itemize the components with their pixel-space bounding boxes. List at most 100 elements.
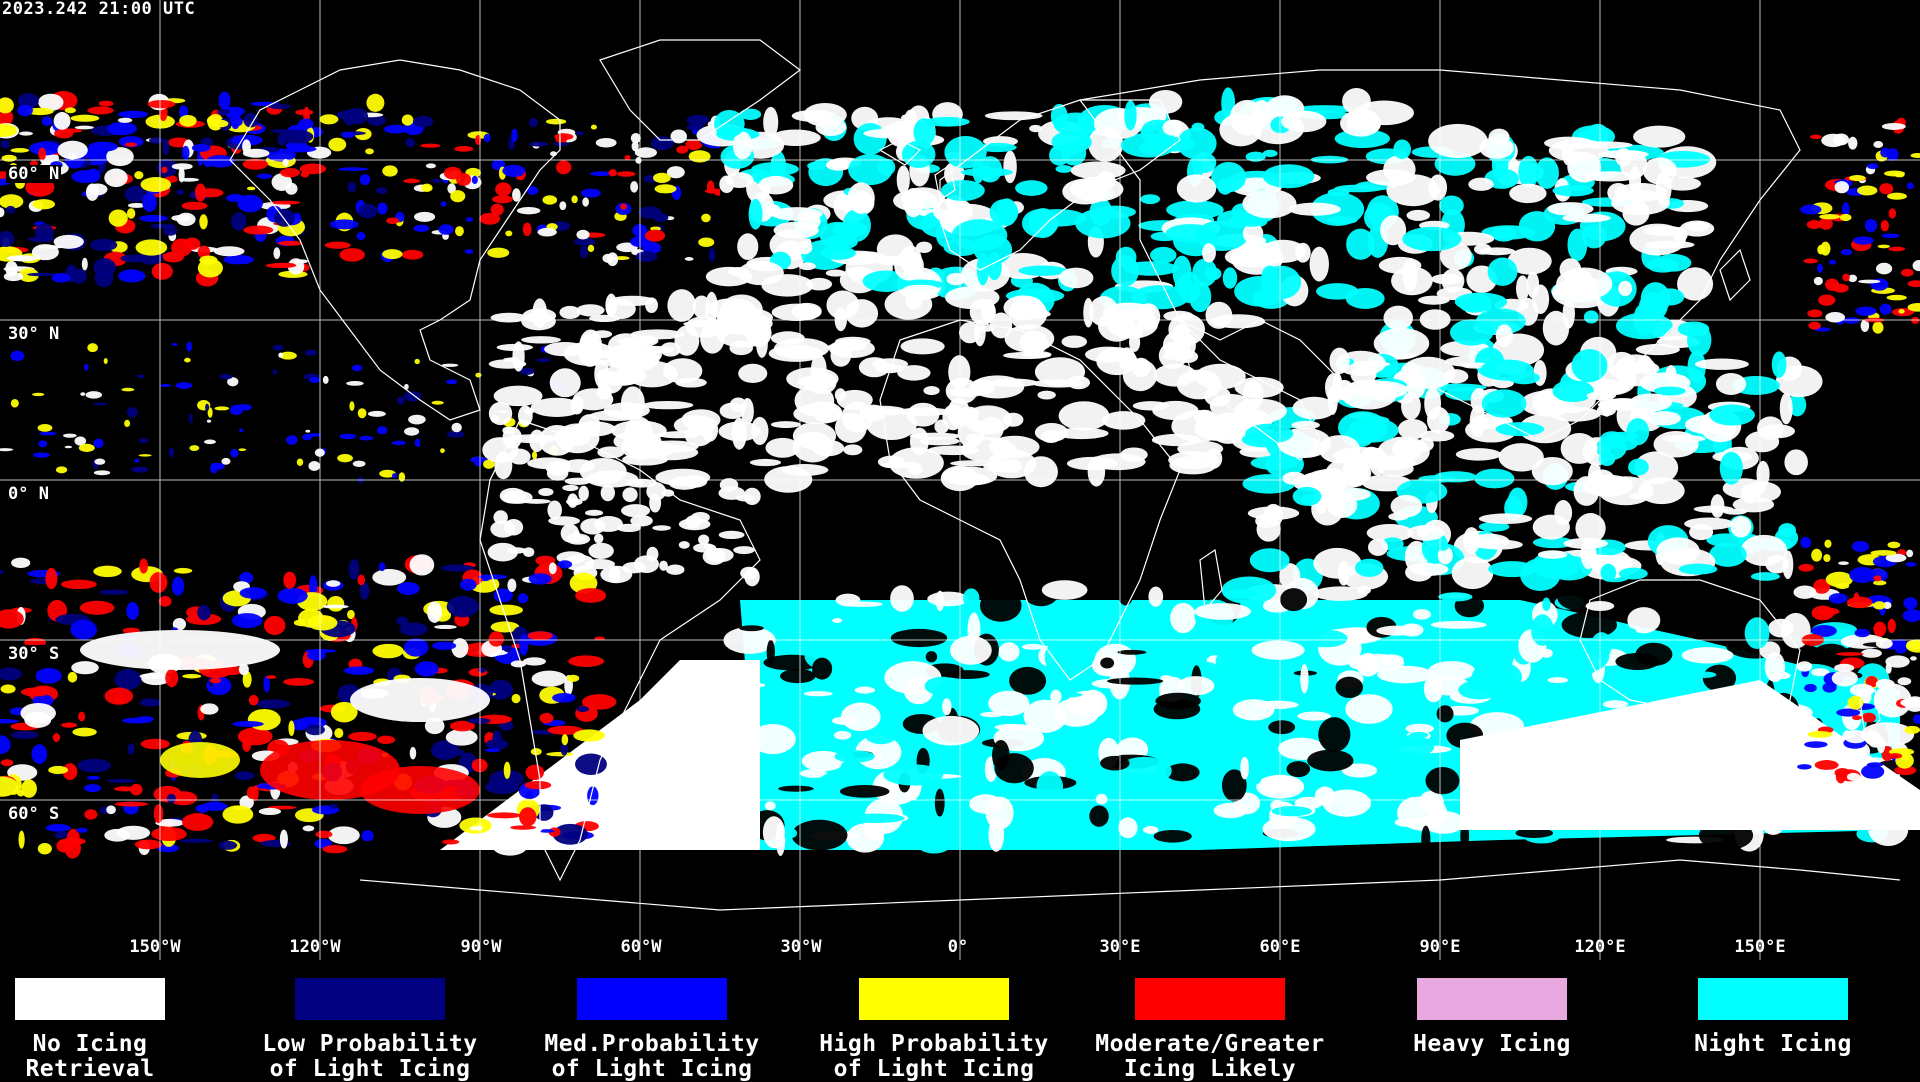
icing-blob: [1608, 431, 1639, 442]
icing-blob: [642, 400, 694, 410]
icing-blob: [329, 219, 359, 230]
icing-blob: [524, 780, 552, 790]
icing-blob: [1873, 683, 1912, 718]
icing-blob: [1211, 162, 1247, 193]
icing-blob: [1419, 790, 1444, 814]
icing-blob: [1663, 176, 1702, 191]
legend-swatch-med-prob: [577, 978, 727, 1020]
icing-blob: [1515, 828, 1554, 839]
icing-blob: [485, 738, 509, 750]
icing-blob: [965, 433, 986, 442]
icing-blob: [0, 735, 11, 755]
icing-blob: [887, 120, 914, 148]
icing-blob: [516, 207, 541, 215]
icing-blob: [1417, 295, 1450, 305]
icing-blob: [1162, 119, 1183, 136]
icing-blob: [1454, 292, 1508, 312]
icing-blob: [1765, 555, 1789, 574]
icing-blob: [11, 730, 39, 739]
icing-blob: [451, 422, 462, 433]
icing-blob: [1397, 419, 1428, 440]
icing-blob: [431, 400, 444, 405]
icing-blob: [1155, 692, 1201, 710]
coastline: [229, 59, 561, 421]
icing-blob: [828, 339, 875, 359]
icing-blob: [1861, 712, 1876, 723]
icing-blob: [1598, 150, 1649, 159]
icing-blob: [1535, 157, 1559, 189]
icing-blob: [1245, 423, 1294, 444]
icing-blob: [688, 150, 711, 163]
icing-blob: [138, 454, 152, 457]
icing-blob: [566, 498, 583, 506]
icing-blob: [622, 487, 638, 503]
icing-blob: [739, 108, 762, 120]
icing-blob: [539, 712, 554, 724]
icing-blob: [801, 750, 845, 772]
icing-blob: [281, 129, 314, 144]
icing-blob: [206, 419, 212, 423]
icing-blob: [1900, 698, 1920, 708]
icing-blob: [0, 776, 19, 797]
icing-blob: [127, 202, 146, 208]
icing-blob: [557, 560, 573, 569]
icing-blob: [1262, 816, 1316, 842]
icing-blob: [134, 458, 140, 463]
icing-blob: [581, 694, 617, 710]
icing-blob: [382, 249, 403, 260]
icing-blob: [666, 166, 685, 179]
icing-blob: [854, 686, 876, 694]
icing-blob: [219, 373, 233, 380]
icing-blob: [230, 449, 239, 458]
icing-blob: [1825, 312, 1846, 323]
icing-blob: [106, 805, 116, 815]
icing-blob: [1249, 672, 1284, 684]
icing-blob: [764, 801, 776, 811]
icing-blob: [1567, 151, 1602, 183]
icing-blob: [1555, 647, 1585, 655]
icing-blob: [608, 566, 621, 584]
icing-blob: [237, 727, 273, 746]
icing-blob: [0, 207, 5, 218]
icing-blob: [1653, 386, 1686, 396]
icing-blob: [1024, 456, 1058, 488]
icing-blob: [780, 464, 829, 476]
icing-blob: [1268, 720, 1296, 735]
icing-blob: [780, 669, 816, 684]
icing-blob: [124, 142, 138, 147]
icing-blob: [1200, 691, 1235, 702]
icing-blob: [737, 260, 784, 286]
icing-blob: [273, 208, 295, 227]
legend-item-low-prob: Low Probability of Light Icing: [240, 978, 500, 1082]
icing-blob: [535, 555, 556, 566]
icing-blob: [1019, 330, 1049, 355]
icing-blob: [475, 825, 483, 831]
icing-blob: [1153, 829, 1192, 843]
icing-blob: [1436, 705, 1454, 723]
icing-blob: [1772, 671, 1791, 680]
icing-blob: [356, 231, 366, 241]
icing-blob: [595, 137, 617, 148]
icing-blob: [315, 830, 333, 839]
icing-blob: [1848, 274, 1858, 283]
icing-blob: [67, 671, 78, 683]
icing-blob: [1295, 242, 1311, 263]
icing-blob: [1406, 525, 1445, 541]
icing-blob: [743, 487, 761, 506]
icing-blob: [414, 661, 439, 677]
icing-blob: [1318, 435, 1361, 464]
icing-blob: [1240, 756, 1250, 780]
icing-blob: [138, 438, 149, 444]
icing-blob: [409, 554, 435, 576]
icing-blob: [1853, 236, 1874, 245]
icing-blob: [1633, 302, 1656, 336]
icing-blob: [330, 701, 358, 723]
legend-label-moderate: Moderate/Greater Icing Likely: [1095, 1031, 1325, 1082]
icing-blob: [106, 147, 134, 167]
icing-blob: [466, 717, 491, 724]
icing-blob: [1814, 760, 1839, 770]
icing-blob: [219, 666, 245, 676]
icing-blob: [1881, 233, 1900, 239]
icing-blob: [1390, 494, 1423, 518]
icing-blob: [238, 663, 249, 676]
